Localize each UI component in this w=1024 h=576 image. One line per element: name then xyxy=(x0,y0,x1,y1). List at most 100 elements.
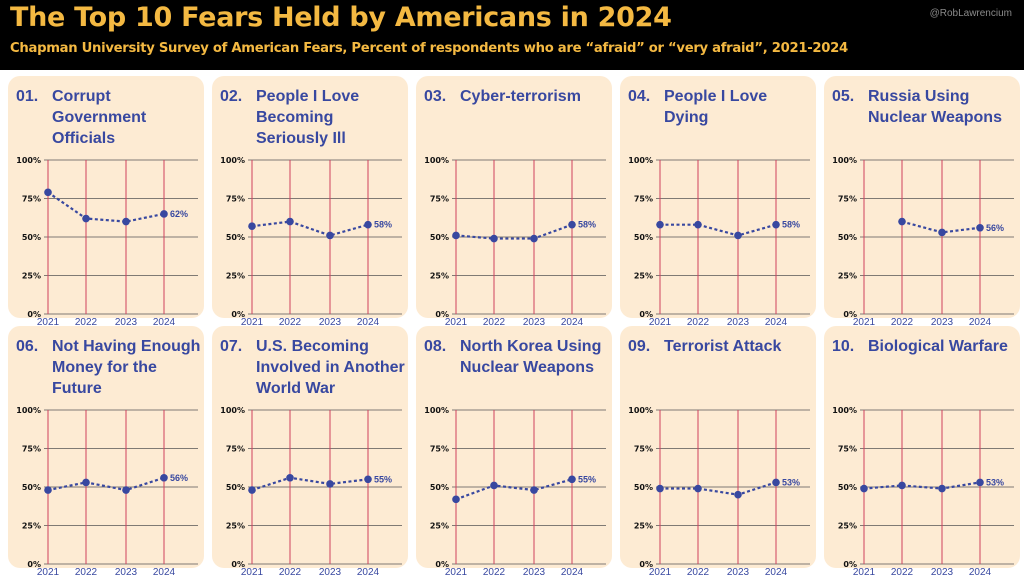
data-label: 56% xyxy=(170,473,188,483)
y-tick-label: 100% xyxy=(16,406,41,415)
chart-number: 05. xyxy=(832,88,855,105)
x-tick-label: 2024 xyxy=(153,567,176,576)
data-point xyxy=(656,220,664,229)
x-tick-label: 2021 xyxy=(445,317,468,328)
chart-number: 08. xyxy=(424,338,447,355)
line-chart: 0% 25% 50% 75% 100% 2021 2022 2023 2024 58% xyxy=(628,156,810,328)
data-point xyxy=(364,475,372,484)
y-tick-label: 100% xyxy=(832,156,857,165)
data-label: 62% xyxy=(170,209,188,219)
line-chart: 0% 25% 50% 75% 100% 2021 2022 2023 2024 55% xyxy=(424,406,606,576)
data-point xyxy=(898,217,906,226)
data-point xyxy=(82,478,90,487)
y-tick-label: 50% xyxy=(226,483,245,492)
chart-title: 10. Biological Warfare xyxy=(832,336,1018,357)
y-tick-label: 75% xyxy=(430,195,449,204)
chart-panel-8: 08. North Korea Using Nuclear Weapons 0% 25… xyxy=(416,326,612,576)
x-tick-label: 2023 xyxy=(319,317,342,328)
x-tick-label: 2021 xyxy=(853,567,876,576)
x-tick-label: 2024 xyxy=(357,317,380,328)
line-chart: 0% 25% 50% 75% 100% 2021 2022 2023 2024 56% xyxy=(16,406,198,576)
chart-number: 01. xyxy=(16,88,39,105)
series-line xyxy=(455,478,573,501)
x-tick-label: 2021 xyxy=(445,567,468,576)
x-tick-label: 2022 xyxy=(687,567,710,576)
data-label: 58% xyxy=(578,220,596,230)
data-point xyxy=(694,484,702,493)
chart-title-text: People I Love Dying xyxy=(664,88,768,126)
y-tick-label: 100% xyxy=(628,156,653,165)
data-point xyxy=(772,478,780,487)
data-point xyxy=(44,486,52,494)
chart-panel-1: 01. Corrupt Government Officials 0% 25% 50% 7… xyxy=(8,76,204,328)
chart-title: 01. Corrupt Government Officials xyxy=(16,86,202,149)
chart-title-text: Cyber-terrorism xyxy=(460,88,581,105)
x-tick-label: 2023 xyxy=(115,317,138,328)
y-tick-label: 100% xyxy=(628,406,653,415)
x-tick-label: 2024 xyxy=(561,567,584,576)
x-tick-label: 2022 xyxy=(891,317,914,328)
data-point xyxy=(122,486,130,494)
series-line xyxy=(660,481,777,496)
y-tick-label: 25% xyxy=(22,522,41,531)
line-chart: 0% 25% 50% 75% 100% 2021 2022 2023 2024 58% xyxy=(424,156,606,328)
data-point xyxy=(248,486,256,494)
data-point xyxy=(976,223,984,232)
x-tick-label: 2022 xyxy=(75,567,98,576)
y-tick-label: 0% xyxy=(231,560,245,569)
series-line xyxy=(47,476,165,492)
chart-title: 04. People I Love Dying xyxy=(628,86,814,128)
chart-number: 09. xyxy=(628,338,651,355)
line-chart: 0% 25% 50% 75% 100% 2021 2022 2023 2024 53% xyxy=(628,406,810,576)
x-tick-label: 2023 xyxy=(523,567,546,576)
y-tick-label: 50% xyxy=(226,233,245,242)
data-point xyxy=(938,484,946,493)
chart-title-text: North Korea Using Nuclear Weapons xyxy=(460,338,602,376)
x-tick-label: 2023 xyxy=(319,567,342,576)
y-tick-label: 0% xyxy=(435,560,449,569)
y-tick-label: 25% xyxy=(22,272,41,281)
data-point xyxy=(160,210,168,218)
series-line xyxy=(251,476,369,492)
x-tick-label: 2021 xyxy=(241,567,264,576)
x-tick-label: 2023 xyxy=(727,317,750,328)
y-tick-label: 75% xyxy=(22,195,41,204)
series-line xyxy=(863,481,981,490)
y-tick-label: 25% xyxy=(634,272,653,281)
data-point xyxy=(452,495,460,504)
chart-number: 02. xyxy=(220,88,243,105)
chart-number: 10. xyxy=(832,338,855,355)
y-tick-label: 25% xyxy=(838,522,857,531)
chart-number: 03. xyxy=(424,88,447,105)
chart-number: 06. xyxy=(16,338,39,355)
y-tick-label: 50% xyxy=(838,483,857,492)
chart-title-text: People I Love Becoming Seriously Ill xyxy=(256,88,360,147)
data-point xyxy=(860,484,868,493)
line-chart: 0% 25% 50% 75% 100% 2021 2022 2023 2024 55% xyxy=(220,406,402,576)
y-tick-label: 75% xyxy=(22,445,41,454)
chart-title: 07. U.S. Becoming Involved in Another Wor… xyxy=(220,336,406,399)
x-tick-label: 2021 xyxy=(241,317,264,328)
line-chart: 0% 25% 50% 75% 100% 2021 2022 2023 2024 53% xyxy=(832,406,1014,576)
chart-panel-5: 05. Russia Using Nuclear Weapons 0% 25% 50% 7… xyxy=(824,76,1020,328)
y-tick-label: 50% xyxy=(634,483,653,492)
data-point xyxy=(568,220,576,229)
data-point xyxy=(286,217,294,226)
x-tick-label: 2024 xyxy=(153,317,176,328)
data-point xyxy=(976,478,984,487)
y-tick-label: 25% xyxy=(430,272,449,281)
data-point xyxy=(286,473,294,482)
y-tick-label: 100% xyxy=(220,406,245,415)
x-tick-label: 2023 xyxy=(115,567,138,576)
data-label: 58% xyxy=(374,220,392,230)
data-point xyxy=(694,220,702,229)
data-label: 53% xyxy=(986,477,1004,487)
x-tick-label: 2024 xyxy=(357,567,380,576)
y-tick-label: 100% xyxy=(16,156,41,165)
chart-panel-3: 03. Cyber-terrorism 0% 25% 50% 75% 100% 2021 202… xyxy=(416,76,612,328)
chart-panel-2: 02. People I Love Becoming Seriously Ill 0… xyxy=(212,76,408,328)
x-tick-label: 2021 xyxy=(649,567,672,576)
data-point xyxy=(656,484,664,493)
data-point xyxy=(734,490,742,499)
x-tick-label: 2023 xyxy=(727,567,750,576)
